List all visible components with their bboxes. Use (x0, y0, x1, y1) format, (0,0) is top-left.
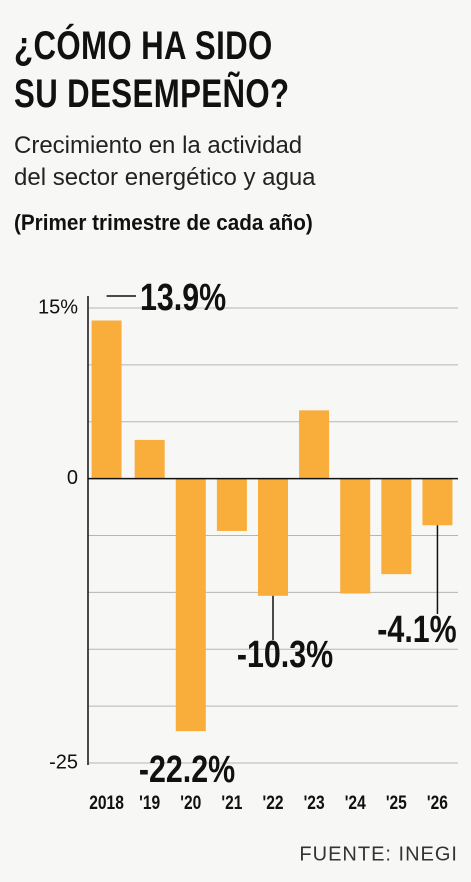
value-label: -4.1% (377, 609, 456, 651)
bar (422, 478, 453, 526)
y-tick-label: 0 (67, 467, 78, 489)
value-label: -10.3% (237, 634, 333, 676)
note: (Primer trimestre de cada año) (14, 210, 313, 235)
x-tick-label: '19 (139, 792, 160, 814)
x-tick-label: '23 (304, 792, 325, 814)
y-tick-label: 15% (38, 296, 78, 318)
bar (134, 439, 165, 479)
x-tick-label: '21 (221, 792, 242, 814)
x-tick-label: '22 (262, 792, 283, 814)
value-label: -22.2% (139, 749, 235, 791)
bar (175, 478, 206, 732)
bar (299, 410, 330, 479)
x-tick-label: '26 (427, 792, 448, 814)
x-tick-label: '24 (345, 792, 366, 814)
y-tick-label: -25 (49, 751, 78, 773)
bar (340, 478, 371, 594)
source: FUENTE: INEGI (299, 843, 458, 865)
bar (381, 478, 412, 575)
bar (91, 320, 122, 479)
bar (216, 478, 247, 531)
title-line: SU DESEMPEÑO? (14, 72, 290, 116)
bar (258, 478, 288, 596)
subtitle-line: Crecimiento en la actividad (14, 132, 303, 159)
value-label: 13.9% (140, 277, 226, 319)
title-line: ¿CÓMO HA SIDO (14, 24, 273, 68)
x-tick-label: 2018 (89, 792, 124, 814)
subtitle-line: del sector energético y agua (14, 164, 316, 191)
x-tick-label: '20 (180, 792, 201, 814)
x-tick-label: '25 (386, 792, 407, 814)
